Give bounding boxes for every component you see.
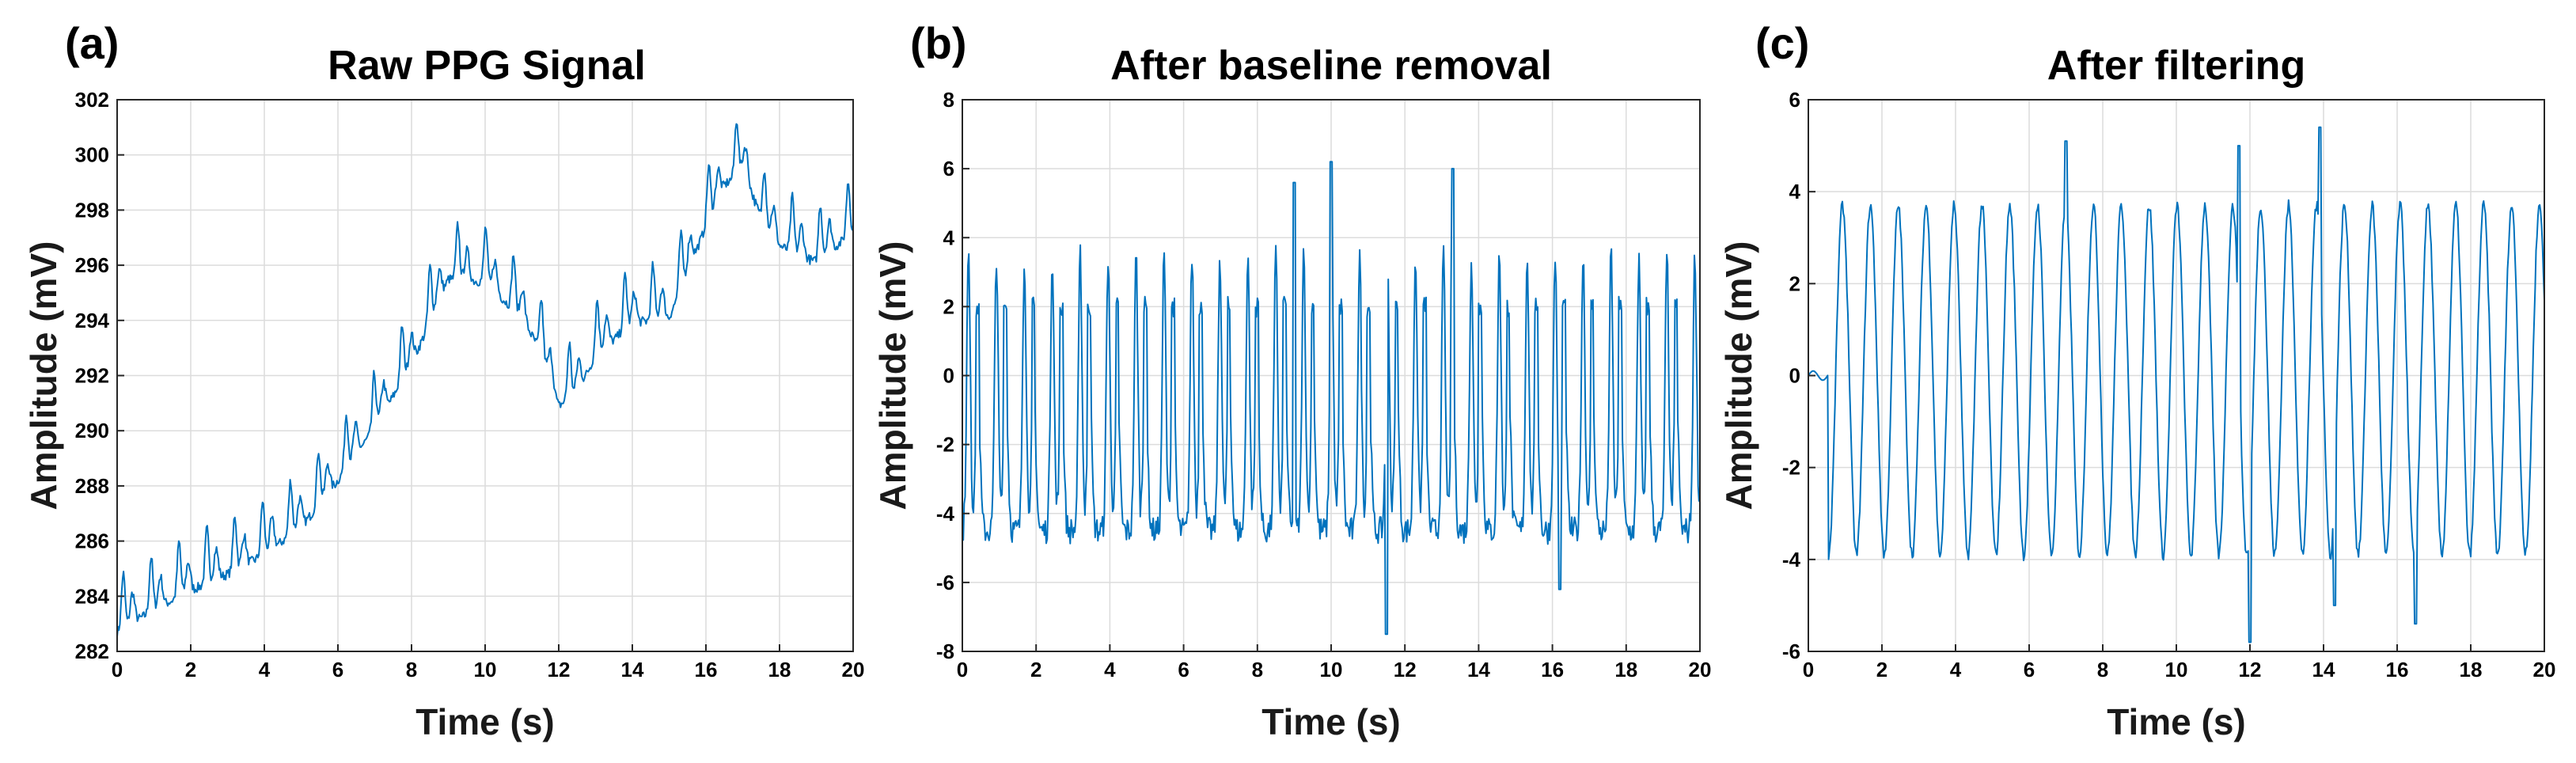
panel-a-y-tick-label: 292 [75,364,109,388]
panel-c-y-axis-label: Amplitude (mV) [1718,241,1759,511]
panel-b-x-tick-label: 6 [1178,658,1189,681]
panel-b-x-tick-label: 20 [1689,658,1712,681]
panel-a-y-tick-label: 286 [75,530,109,553]
panel-c-x-tick-label: 8 [2097,658,2108,681]
panel-a-y-tick-label: 298 [75,198,109,222]
panel-a-y-tick-label: 294 [75,309,110,332]
panel-b-y-tick-label: -2 [936,433,954,457]
panel-a-y-tick-label: 290 [75,419,109,442]
panel-a-x-tick-label: 12 [548,658,571,681]
panel-c-y-tick-label: -6 [1782,640,1800,663]
panel-a-y-tick-label: 296 [75,253,109,277]
panel-c-x-tick-label: 4 [1950,658,1962,681]
panel-c-x-tick-label: 12 [2239,658,2262,681]
panel-b-x-tick-label: 10 [1320,658,1343,681]
panel-c-series-line [1808,126,2545,643]
panel-b-x-tick-label: 4 [1104,658,1116,681]
panel-b-y-axis-label: Amplitude (mV) [872,241,913,511]
panel-b-x-tick-label: 0 [957,658,968,681]
panel-a-x-axis-label: Time (s) [415,701,555,742]
panel-b-series-line [962,161,1701,636]
panel-b-x-tick-label: 2 [1030,658,1041,681]
panel-c-x-tick-label: 2 [1876,658,1887,681]
panel-c-y-tick-label: 2 [1789,271,1800,295]
panel-a-y-tick-label: 282 [75,640,109,663]
panel-c-y-tick-label: -4 [1782,548,1801,571]
panel-c-x-tick-label: 14 [2312,658,2335,681]
panel-c-y-tick-label: 4 [1789,180,1801,203]
panel-b-x-axis-label: Time (s) [1261,701,1401,742]
panel-c-x-axis-label: Time (s) [2107,701,2246,742]
panel-a-x-tick-label: 8 [406,658,417,681]
panel-c-panel-label: (c) [1755,18,1809,68]
panel-a-y-axis-label: Amplitude (mV) [23,241,64,511]
panel-c-x-tick-label: 20 [2533,658,2556,681]
panel-a-panel-label: (a) [65,18,119,68]
panel-a-series-line [116,123,854,637]
panel-c-x-tick-label: 18 [2460,658,2483,681]
panel-b-y-tick-label: 8 [943,88,954,112]
panel-c-y-tick-label: 0 [1789,364,1800,388]
panel-b-chart-title: After baseline removal [1110,43,1552,89]
panel-b-panel-label: (b) [910,18,967,68]
panel-a-x-tick-label: 16 [695,658,718,681]
panel-b-y-tick-label: -6 [936,571,954,594]
panel-a-y-tick-label: 302 [75,88,109,112]
panel-a-x-tick-label: 18 [768,658,791,681]
panel-c-chart-title: After filtering [2047,43,2305,89]
panel-a-x-tick-label: 20 [842,658,865,681]
panel-a-y-tick-label: 284 [75,584,110,608]
panel-b-x-tick-label: 8 [1252,658,1263,681]
panel-a-x-tick-label: 2 [185,658,196,681]
panel-a-chart-title: Raw PPG Signal [328,43,646,89]
panel-b-y-tick-label: -4 [936,502,955,526]
panel-b-y-tick-label: -8 [936,640,954,663]
panel-b-x-tick-label: 18 [1614,658,1637,681]
panel-a-x-tick-label: 14 [621,658,644,681]
panel-c-x-tick-label: 16 [2386,658,2409,681]
panel-b-x-tick-label: 14 [1467,658,1490,681]
panel-b-x-tick-label: 16 [1541,658,1564,681]
panel-a-x-tick-label: 6 [332,658,343,681]
panel-b-y-tick-label: 4 [943,226,955,249]
panel-a-y-tick-label: 300 [75,143,109,167]
panel-c-x-tick-label: 0 [1803,658,1814,681]
panel-b-y-tick-label: 2 [943,294,954,318]
panel-a-x-tick-label: 4 [259,658,271,681]
panel-c-x-tick-label: 10 [2165,658,2188,681]
panel-b-y-tick-label: 0 [943,364,954,388]
panel-a-y-tick-label: 288 [75,474,109,498]
panel-c-y-tick-label: -2 [1782,456,1800,480]
panel-b-x-tick-label: 12 [1394,658,1417,681]
panel-a-x-tick-label: 10 [474,658,497,681]
panel-c-y-tick-label: 6 [1789,88,1800,112]
panel-b-y-tick-label: 6 [943,157,954,180]
panel-c-x-tick-label: 6 [2024,658,2035,681]
panel-a-x-tick-label: 0 [112,658,123,681]
